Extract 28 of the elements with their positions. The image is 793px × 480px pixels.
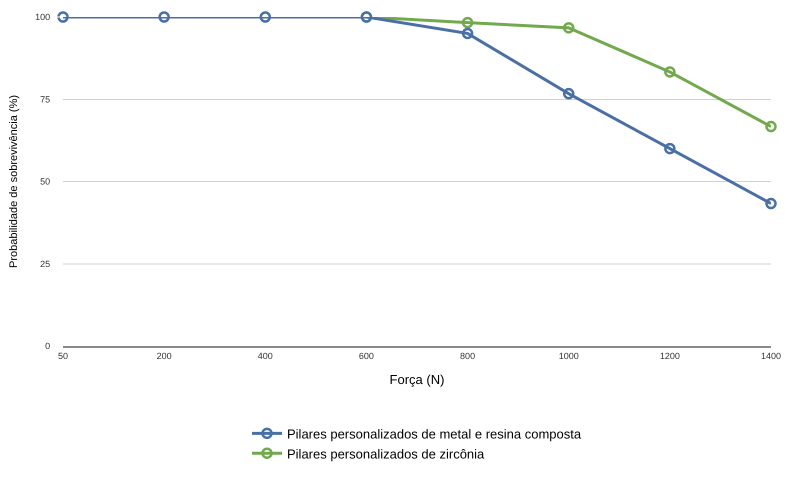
point xyxy=(664,66,676,78)
point xyxy=(158,11,170,23)
point xyxy=(462,16,474,28)
x-tick-label: 50 xyxy=(58,350,68,361)
y-tick-label: 0 xyxy=(45,341,50,352)
y-axis-title: Probabilidade de sobrevivência (%) xyxy=(8,94,20,268)
x-tick-label: 1400 xyxy=(760,350,782,361)
x-tick-label: 800 xyxy=(460,350,476,361)
point xyxy=(765,198,777,210)
point xyxy=(664,142,676,154)
x-tick-label: 600 xyxy=(358,350,374,361)
legend-label: Pilares personalizados de metal e resina composta xyxy=(287,426,582,442)
x-tick-label: 200 xyxy=(156,350,172,361)
legend-label: Pilares personalizados de zircônia xyxy=(287,446,486,462)
y-tick-label: 100 xyxy=(35,12,50,22)
x-axis-title: Força (N) xyxy=(390,372,444,387)
point xyxy=(57,11,69,23)
point xyxy=(260,11,272,23)
point xyxy=(562,88,574,100)
x-tick-label: 1000 xyxy=(558,350,579,361)
y-tick-label: 75 xyxy=(40,94,50,104)
point xyxy=(562,22,574,34)
x-tick-label: 1200 xyxy=(660,350,680,361)
point xyxy=(765,120,777,132)
y-tick-label: 25 xyxy=(40,258,50,269)
point xyxy=(462,28,474,40)
x-tick-label: 400 xyxy=(258,350,273,361)
y-tick-label: 50 xyxy=(40,176,50,187)
